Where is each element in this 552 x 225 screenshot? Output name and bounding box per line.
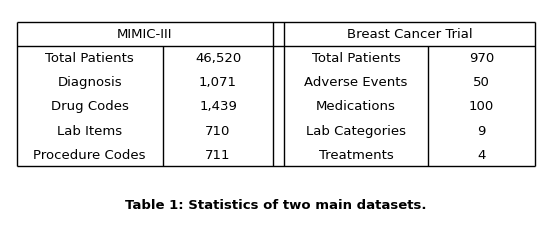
Text: Total Patients: Total Patients [45, 52, 134, 65]
Text: 50: 50 [473, 76, 490, 89]
Text: 1,071: 1,071 [199, 76, 237, 89]
Text: Treatments: Treatments [319, 148, 394, 161]
Text: 9: 9 [477, 124, 486, 137]
Text: 711: 711 [205, 148, 231, 161]
Text: Medications: Medications [316, 100, 396, 113]
Text: Breast Cancer Trial: Breast Cancer Trial [347, 28, 473, 41]
Text: Table 1: Statistics of two main datasets.: Table 1: Statistics of two main datasets… [125, 198, 427, 211]
Text: Lab Categories: Lab Categories [306, 124, 406, 137]
Text: 710: 710 [205, 124, 231, 137]
Text: 1,439: 1,439 [199, 100, 237, 113]
Text: 4: 4 [477, 148, 486, 161]
Text: Drug Codes: Drug Codes [51, 100, 129, 113]
Text: 100: 100 [469, 100, 494, 113]
Text: Diagnosis: Diagnosis [57, 76, 122, 89]
Text: MIMIC-III: MIMIC-III [117, 28, 173, 41]
Text: Adverse Events: Adverse Events [304, 76, 408, 89]
Text: 46,520: 46,520 [195, 52, 241, 65]
Text: 970: 970 [469, 52, 494, 65]
Text: Procedure Codes: Procedure Codes [34, 148, 146, 161]
Text: Total Patients: Total Patients [312, 52, 400, 65]
Text: Lab Items: Lab Items [57, 124, 122, 137]
